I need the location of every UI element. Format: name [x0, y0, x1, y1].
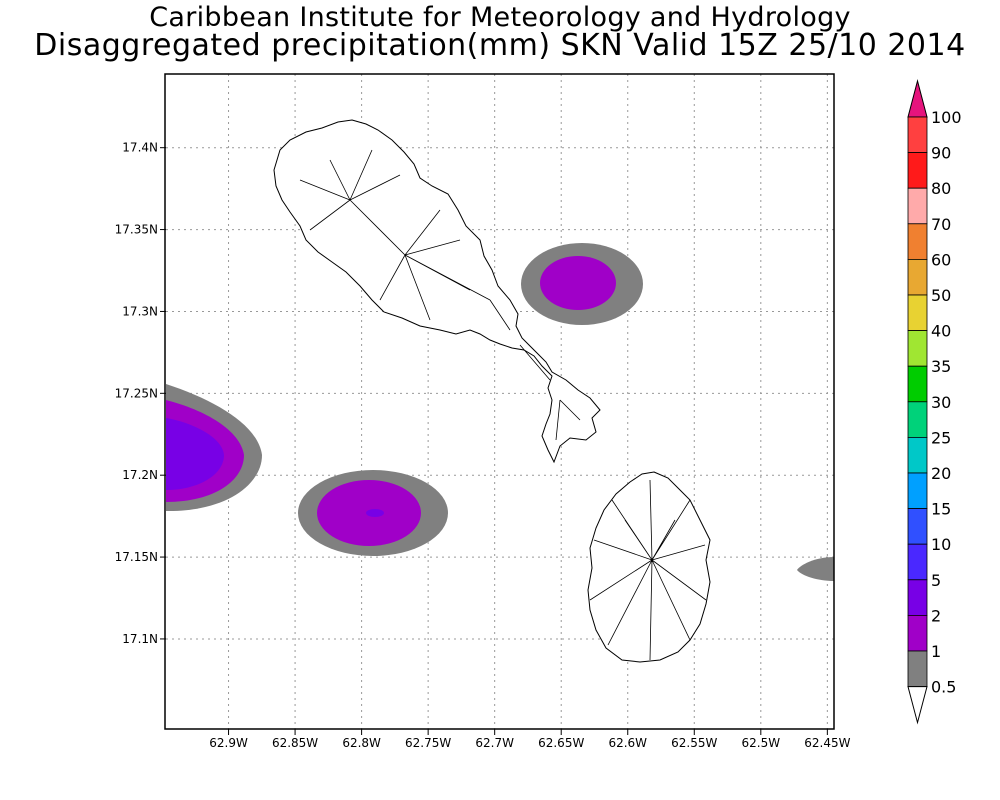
colorbar-swatch — [907, 579, 928, 616]
colorbar-label: 10 — [931, 535, 951, 554]
map-gridlines — [166, 74, 834, 729]
lon-tick-label: 62.55W — [671, 736, 717, 750]
lon-tick-label: 62.8W — [342, 736, 381, 750]
colorbar-swatch — [907, 365, 928, 403]
map-title: Caribbean Institute for Meteorology and … — [149, 2, 851, 33]
colorbar-label: 0.5 — [931, 678, 956, 697]
lon-tick-label: 62.7W — [475, 736, 514, 750]
colorbar-label: 25 — [931, 428, 951, 447]
island-drainage-lines — [299, 149, 707, 661]
colorbar-swatch — [907, 294, 928, 331]
colorbar-legend: 100 90 80 70 60 50 40 35 30 25 20 15 10 5 2 1 0.5 — [907, 79, 962, 725]
precip-cell-northeast-2mm — [540, 256, 616, 310]
lon-tick-label: 62.9W — [209, 736, 248, 750]
colorbar-label: 15 — [931, 500, 951, 519]
colorbar-label: 80 — [931, 179, 951, 198]
longitude-axis: 62.9W 62.85W 62.8W 62.75W 62.7W 62.65W 62.6W 62… — [209, 729, 851, 750]
map-frame — [164, 73, 835, 730]
colorbar-label: 30 — [931, 393, 951, 412]
colorbar-bottom-arrow — [907, 686, 928, 725]
colorbar-swatch — [907, 615, 928, 652]
colorbar-label: 40 — [931, 322, 951, 341]
lon-tick-label: 62.65W — [538, 736, 584, 750]
colorbar-swatch — [907, 258, 928, 296]
map-subtitle: Disaggregated precipitation(mm) SKN Vali… — [34, 28, 966, 63]
lat-tick-label: 17.2N — [122, 468, 158, 482]
lat-tick-label: 17.1N — [122, 632, 158, 646]
precip-cell-east-1mm — [797, 557, 834, 581]
lat-tick-label: 17.35N — [115, 223, 158, 237]
lon-tick-label: 62.5W — [742, 736, 781, 750]
lat-tick-label: 17.4N — [122, 141, 158, 155]
island-outlines — [273, 119, 711, 663]
colorbar-swatch — [907, 152, 928, 189]
colorbar-label: 60 — [931, 250, 951, 269]
colorbar-swatch — [907, 436, 928, 474]
colorbar-swatch — [907, 401, 928, 438]
lon-tick-label: 62.45W — [804, 736, 850, 750]
colorbar-label: 70 — [931, 215, 951, 234]
precip-cell-west-5mm — [166, 418, 224, 490]
colorbar-label: 5 — [931, 571, 941, 590]
colorbar-swatch — [907, 508, 928, 545]
colorbar-swatch — [907, 650, 928, 687]
nevis-outline — [587, 471, 711, 663]
lat-tick-label: 17.25N — [115, 386, 158, 400]
colorbar-swatch — [907, 543, 928, 581]
colorbar-swatch — [907, 223, 928, 260]
lat-tick-label: 17.3N — [122, 304, 158, 318]
colorbar-label: 50 — [931, 286, 951, 305]
colorbar-swatch — [907, 330, 928, 367]
latitude-axis: 17.4N 17.35N 17.3N 17.25N 17.2N 17.15N 17.1N — [115, 141, 166, 646]
lon-tick-label: 62.85W — [272, 736, 318, 750]
colorbar-label: 1 — [931, 642, 941, 661]
precipitation-shading — [166, 243, 834, 581]
colorbar-label: 90 — [931, 144, 951, 163]
colorbar-swatch — [907, 116, 928, 153]
colorbar-swatch — [907, 187, 928, 225]
colorbar-label: 35 — [931, 357, 951, 376]
colorbar-label: 20 — [931, 464, 951, 483]
lon-tick-label: 62.75W — [405, 736, 451, 750]
lon-tick-label: 62.6W — [608, 736, 647, 750]
colorbar-label: 2 — [931, 606, 941, 625]
precip-cell-southwest-5mm — [366, 509, 384, 517]
colorbar-swatch — [907, 472, 928, 509]
colorbar-label: 100 — [931, 108, 962, 127]
colorbar-top-arrow — [907, 79, 928, 118]
lat-tick-label: 17.15N — [115, 550, 158, 564]
